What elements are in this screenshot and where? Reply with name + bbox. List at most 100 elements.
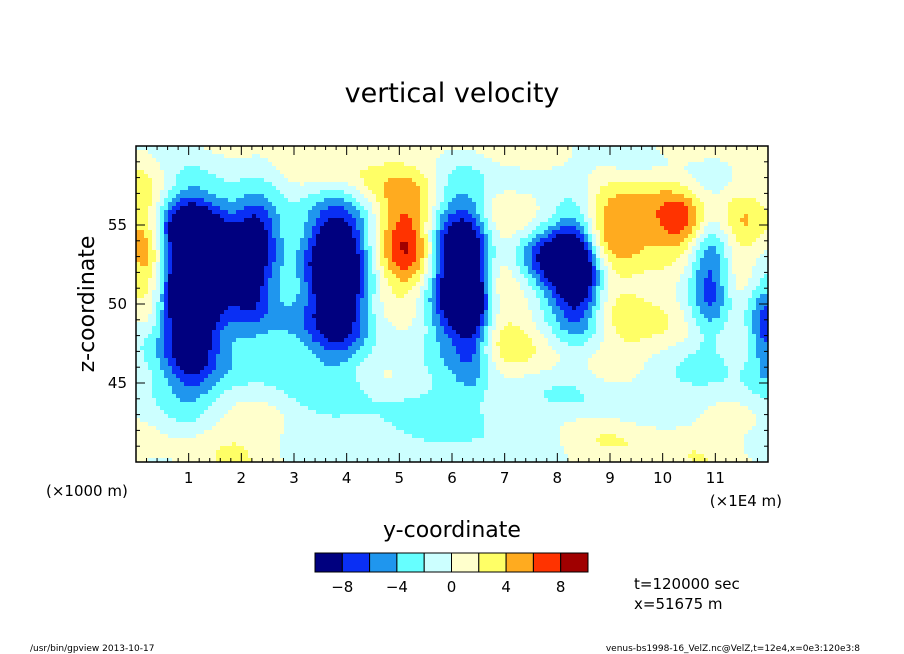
heatmap-cell <box>528 262 533 267</box>
heatmap-cell <box>664 254 669 259</box>
heatmap-cell <box>444 254 449 259</box>
heatmap-cell <box>500 154 505 159</box>
heatmap-cell <box>412 194 417 199</box>
heatmap-cell <box>608 198 613 203</box>
heatmap-cell <box>656 150 661 155</box>
heatmap-cell <box>188 266 193 271</box>
heatmap-cell <box>632 222 637 227</box>
heatmap-cell <box>532 266 537 271</box>
heatmap-cell <box>316 202 321 207</box>
heatmap-cell <box>372 246 377 251</box>
heatmap-cell <box>440 254 445 259</box>
heatmap-cell <box>728 254 733 259</box>
heatmap-cell <box>500 266 505 271</box>
heatmap-cell <box>632 218 637 223</box>
heatmap-cell <box>364 194 369 199</box>
heatmap-cell <box>612 150 617 155</box>
heatmap-cell <box>372 198 377 203</box>
heatmap-cell <box>760 250 765 255</box>
heatmap-cell <box>148 178 153 183</box>
heatmap-cell <box>444 230 449 235</box>
heatmap-cell <box>540 178 545 183</box>
heatmap-cell <box>196 266 201 271</box>
heatmap-cell <box>200 182 205 187</box>
heatmap-cell <box>520 230 525 235</box>
heatmap-cell <box>748 182 753 187</box>
heatmap-cell <box>420 214 425 219</box>
heatmap-cell <box>576 206 581 211</box>
heatmap-cell <box>296 166 301 171</box>
heatmap-cell <box>664 150 669 155</box>
heatmap-cell <box>232 174 237 179</box>
heatmap-cell <box>244 174 249 179</box>
heatmap-cell <box>512 222 517 227</box>
heatmap-cell <box>696 182 701 187</box>
heatmap-cell <box>732 206 737 211</box>
heatmap-cell <box>200 218 205 223</box>
heatmap-cell <box>296 238 301 243</box>
heatmap-cell <box>512 174 517 179</box>
heatmap-cell <box>280 222 285 227</box>
heatmap-cell <box>160 182 165 187</box>
heatmap-cell <box>396 190 401 195</box>
heatmap-cell <box>164 186 169 191</box>
heatmap-cell <box>512 270 517 275</box>
heatmap-cell <box>592 238 597 243</box>
heatmap-cell <box>736 178 741 183</box>
heatmap-cell <box>232 246 237 251</box>
heatmap-cell <box>408 158 413 163</box>
heatmap-cell <box>180 226 185 231</box>
heatmap-cell <box>348 146 353 151</box>
heatmap-cell <box>416 166 421 171</box>
heatmap-cell <box>504 226 509 231</box>
heatmap-cell <box>504 238 509 243</box>
heatmap-cell <box>608 218 613 223</box>
heatmap-cell <box>556 190 561 195</box>
heatmap-cell <box>400 202 405 207</box>
heatmap-cell <box>244 234 249 239</box>
heatmap-cell <box>488 250 493 255</box>
heatmap-cell <box>244 250 249 255</box>
heatmap-cell <box>596 182 601 187</box>
heatmap-cell <box>600 194 605 199</box>
heatmap-cell <box>508 150 513 155</box>
heatmap-cell <box>568 250 573 255</box>
heatmap-cell <box>288 158 293 163</box>
heatmap-cell <box>548 154 553 159</box>
heatmap-cell <box>432 194 437 199</box>
heatmap-cell <box>536 186 541 191</box>
heatmap-cell <box>440 146 445 151</box>
heatmap-cell <box>656 146 661 151</box>
heatmap-cell <box>356 246 361 251</box>
heatmap-cell <box>236 250 241 255</box>
heatmap-cell <box>156 190 161 195</box>
heatmap-cell <box>680 246 685 251</box>
heatmap-cell <box>584 202 589 207</box>
heatmap-cell <box>484 266 489 271</box>
heatmap-cell <box>344 246 349 251</box>
heatmap-cell <box>256 242 261 247</box>
heatmap-cell <box>180 202 185 207</box>
heatmap-cell <box>164 202 169 207</box>
heatmap-cell <box>732 262 737 267</box>
heatmap-cell <box>684 250 689 255</box>
heatmap-cell <box>148 174 153 179</box>
heatmap-cell <box>328 242 333 247</box>
heatmap-cell <box>704 190 709 195</box>
heatmap-cell <box>328 206 333 211</box>
heatmap-cell <box>256 154 261 159</box>
heatmap-cell <box>168 230 173 235</box>
heatmap-cell <box>708 214 713 219</box>
heatmap-cell <box>584 166 589 171</box>
heatmap-cell <box>548 218 553 223</box>
heatmap-cell <box>300 166 305 171</box>
heatmap-cell <box>436 158 441 163</box>
heatmap-cell <box>348 222 353 227</box>
heatmap-cell <box>428 246 433 251</box>
heatmap-cell <box>556 206 561 211</box>
heatmap-cell <box>584 246 589 251</box>
heatmap-cell <box>580 230 585 235</box>
heatmap-cell <box>588 174 593 179</box>
heatmap-cell <box>584 198 589 203</box>
heatmap-cell <box>312 170 317 175</box>
